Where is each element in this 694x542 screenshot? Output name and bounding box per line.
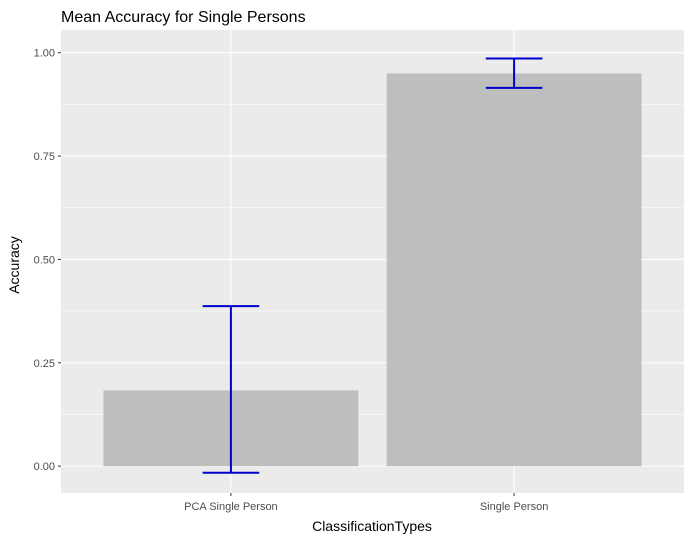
x-axis-title: ClassificationTypes bbox=[312, 518, 432, 534]
bar bbox=[386, 73, 642, 467]
bars bbox=[103, 73, 642, 467]
x-axis: PCA Single Person Single Person bbox=[184, 493, 548, 513]
y-axis-title: Accuracy bbox=[6, 236, 22, 294]
y-tick-label: 0.00 bbox=[34, 461, 55, 473]
error-bar bbox=[485, 57, 543, 89]
y-tick-label: 1.00 bbox=[34, 48, 55, 60]
chart-title: Mean Accuracy for Single Persons bbox=[61, 9, 306, 26]
error-bar bbox=[202, 305, 260, 474]
y-tick-label: 0.25 bbox=[34, 358, 55, 370]
y-tick-label: 0.50 bbox=[34, 254, 55, 266]
x-tick-label: PCA Single Person bbox=[184, 501, 278, 513]
y-axis: 0.00 0.25 0.50 0.75 1.00 bbox=[34, 48, 61, 473]
x-tick-label: Single Person bbox=[480, 501, 549, 513]
error-bars bbox=[202, 57, 543, 474]
y-tick-label: 0.75 bbox=[34, 151, 55, 163]
